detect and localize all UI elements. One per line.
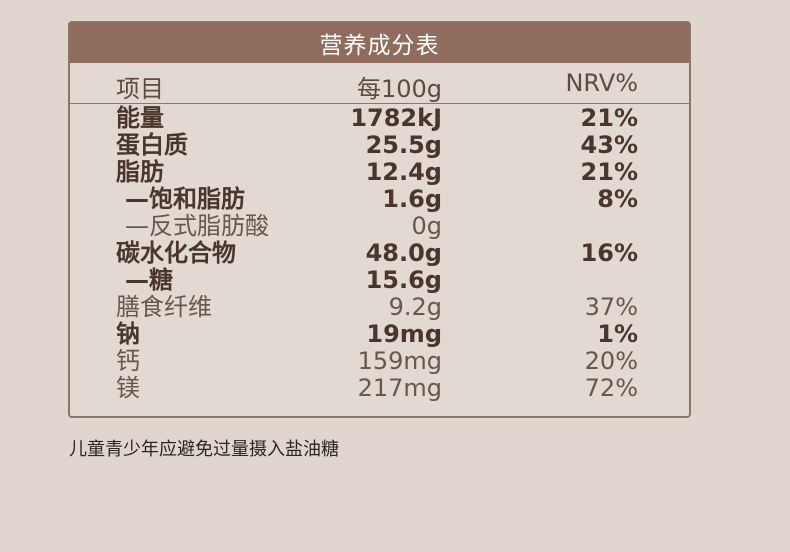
- table-row: 蛋白质 25.5g 43%: [70, 132, 689, 159]
- nutrient-value: 0g: [411, 212, 442, 240]
- table-row: 碳水化合物 48.0g 16%: [70, 240, 689, 267]
- nutrient-nrv: 72%: [584, 374, 638, 402]
- nutrient-name: 碳水化合物: [116, 239, 236, 267]
- table-row: 脂肪 12.4g 21%: [70, 159, 689, 186]
- nutrient-value: 217mg: [357, 374, 442, 402]
- nutrient-value: 9.2g: [388, 293, 442, 321]
- nutrient-name: —反式脂肪酸: [125, 212, 269, 240]
- nutrient-name: —糖: [125, 266, 173, 294]
- nutrient-value: 159mg: [357, 347, 442, 375]
- table-row: 膳食纤维 9.2g 37%: [70, 294, 689, 321]
- nutrient-nrv: 8%: [597, 185, 638, 213]
- nutrient-value: 15.6g: [365, 266, 442, 294]
- table-header-row: 项目 每100g NRV%: [70, 63, 689, 104]
- nutrient-value: 12.4g: [365, 158, 442, 186]
- nutrient-name: 镁: [116, 374, 140, 402]
- header-nrv: NRV%: [565, 69, 638, 97]
- nutrient-nrv: 21%: [580, 158, 638, 186]
- table-row: —反式脂肪酸 0g: [70, 213, 689, 240]
- nutrient-name: 钙: [116, 347, 140, 375]
- table-row: 镁 217mg 72%: [70, 375, 689, 402]
- nutrient-value: 1.6g: [382, 185, 442, 213]
- header-item: 项目: [116, 75, 164, 103]
- nutrient-value: 25.5g: [365, 131, 442, 159]
- nutrient-value: 1782kJ: [350, 104, 442, 132]
- nutrient-nrv: 37%: [584, 293, 638, 321]
- nutrient-value: 19mg: [366, 320, 442, 348]
- header-per-100g: 每100g: [356, 75, 442, 103]
- nutrient-name: 钠: [116, 320, 140, 348]
- nutrient-nrv: 16%: [580, 239, 638, 267]
- nutrient-nrv: 1%: [597, 320, 638, 348]
- nutrient-name: 膳食纤维: [116, 293, 212, 321]
- nutrient-nrv: 43%: [580, 131, 638, 159]
- nutrient-nrv: 21%: [580, 104, 638, 132]
- nutrient-name: 能量: [116, 104, 164, 132]
- nutrient-value: 48.0g: [365, 239, 442, 267]
- nutrient-name: 蛋白质: [116, 131, 188, 159]
- health-note: 儿童青少年应避免过量摄入盐油糖: [69, 439, 339, 460]
- table-row: 钙 159mg 20%: [70, 348, 689, 375]
- nutrient-name: 脂肪: [116, 158, 164, 186]
- table-title: 营养成分表: [70, 23, 689, 63]
- table-row: —饱和脂肪 1.6g 8%: [70, 186, 689, 213]
- table-row: 钠 19mg 1%: [70, 321, 689, 348]
- nutrient-name: —饱和脂肪: [125, 185, 245, 213]
- table-row: 能量 1782kJ 21%: [70, 105, 689, 132]
- nutrient-nrv: 20%: [584, 347, 638, 375]
- table-body: 能量 1782kJ 21% 蛋白质 25.5g 43% 脂肪 12.4g 21% —饱和脂肪 1.6…: [70, 105, 689, 402]
- nutrition-table: 营养成分表 项目 每100g NRV% 能量 1782kJ 21% 蛋白质 25.5g 4…: [68, 21, 691, 418]
- table-row: —糖 15.6g: [70, 267, 689, 294]
